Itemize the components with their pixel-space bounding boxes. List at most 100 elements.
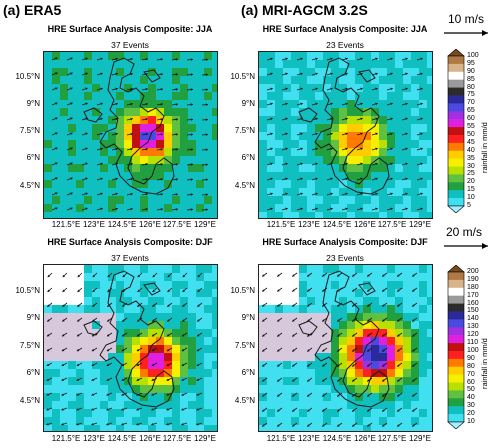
colorbar-tick: 20 [467,410,475,418]
colorbar-tick: 130 [467,323,479,331]
lat-tick: 7.5°N [234,126,255,135]
lon-tick: 123°E [298,220,320,229]
panel-events: 37 Events [111,40,149,50]
colorbar-tick: 35 [467,154,475,162]
colorbar-tick: 50 [467,386,475,394]
lat-tick: 4.5°N [234,396,255,405]
lat-tick: 6°N [26,153,40,162]
map-panel-era5-jja [43,51,218,219]
colorbar-tick: 70 [467,370,475,378]
panel-title: HRE Surface Analysis Composite: JJA [47,24,213,34]
lat-tick: 9°N [241,99,255,108]
lat-tick: 10.5°N [230,286,255,295]
lon-tick: 124.5°E [107,434,137,443]
colorbar-tick: 60 [467,378,475,386]
column-header-mri: (a) MRI-AGCM 3.2S [241,2,368,18]
colorbar-tick: 10 [467,418,475,425]
colorbar-tick: 110 [467,339,479,347]
colorbar-tick: 160 [467,299,479,307]
wind-reference-arrow [444,243,488,249]
colorbar-tick: 180 [467,283,479,291]
colorbar-tick: 20 [467,178,475,186]
colorbar-tick: 80 [467,83,475,91]
lon-tick: 124.5°E [322,434,352,443]
lon-tick: 121.5°E [266,434,296,443]
colorbar-tick: 45 [467,138,475,146]
map-panel-era5-djf [43,264,218,432]
lat-tick: 7.5°N [234,341,255,350]
map-panel-mri-jja [258,51,433,219]
lon-tick: 127.5°E [377,434,407,443]
column-header-era5: (a) ERA5 [3,2,62,18]
lon-tick: 123°E [83,434,105,443]
colorbar-tick: 5 [467,202,471,209]
lat-tick: 4.5°N [19,396,40,405]
colorbar-unit: rainfall in mm/d [480,122,489,173]
panel-events: 23 Events [326,40,364,50]
lat-tick: 7.5°N [19,126,40,135]
lat-tick: 10.5°N [230,72,255,81]
lat-tick: 9°N [26,313,40,322]
colorbar-tick: 30 [467,162,475,170]
colorbar-tick: 30 [467,402,475,410]
lat-tick: 10.5°N [15,286,40,295]
wind-reference-arrow [444,30,488,36]
colorbar-tick: 85 [467,75,475,83]
colorbar-tick: 40 [467,146,475,154]
lon-tick: 129°E [409,220,431,229]
lon-tick: 127.5°E [162,434,192,443]
lon-tick: 129°E [409,434,431,443]
colorbar-tick: 100 [467,52,479,59]
lon-tick: 121.5°E [51,434,81,443]
panel-title: HRE Surface Analysis Composite: DJF [262,237,428,247]
lon-tick: 126°E [139,434,161,443]
lat-tick: 6°N [26,368,40,377]
lon-tick: 126°E [354,434,376,443]
colorbar-tick: 120 [467,331,479,339]
colorbar-tick: 70 [467,99,475,107]
lon-tick: 126°E [354,220,376,229]
lon-tick: 124.5°E [322,220,352,229]
panel-events: 37 Events [111,253,149,263]
lat-tick: 6°N [241,153,255,162]
lat-tick: 9°N [241,313,255,322]
lon-tick: 121.5°E [266,220,296,229]
colorbar-tick: 50 [467,130,475,138]
wind-reference-label: 10 m/s [448,12,485,26]
lon-tick: 127.5°E [162,220,192,229]
colorbar-tick: 55 [467,123,475,131]
lat-tick: 10.5°N [15,72,40,81]
colorbar-tick: 150 [467,307,479,315]
colorbar-tick: 60 [467,115,475,123]
lat-tick: 4.5°N [19,181,40,190]
panel-events: 23 Events [326,253,364,263]
lon-tick: 123°E [83,220,105,229]
colorbar-tick: 25 [467,170,475,178]
lat-tick: 6°N [241,368,255,377]
lat-tick: 4.5°N [234,181,255,190]
lon-tick: 126°E [139,220,161,229]
lon-tick: 129°E [194,434,216,443]
colorbar-tick: 40 [467,394,475,402]
lon-tick: 121.5°E [51,220,81,229]
colorbar-tick: 140 [467,315,479,323]
lat-tick: 9°N [26,99,40,108]
colorbar-tick: 10 [467,194,475,202]
lat-tick: 7.5°N [19,341,40,350]
colorbar-tick: 95 [467,59,475,67]
wind-reference-label: 20 m/s [446,225,483,239]
colorbar-tick: 65 [467,107,475,115]
colorbar-tick: 90 [467,67,475,75]
lon-tick: 129°E [194,220,216,229]
lon-tick: 123°E [298,434,320,443]
colorbar-tick: 100 [467,346,479,354]
colorbar-unit: rainfall in mm/d [480,338,489,389]
colorbar-tick: 200 [467,268,479,275]
colorbar-tick: 170 [467,291,479,299]
colorbar-tick: 90 [467,354,475,362]
lon-tick: 124.5°E [107,220,137,229]
colorbar-tick: 15 [467,186,475,194]
colorbar-tick: 75 [467,91,475,99]
colorbar-tick: 80 [467,362,475,370]
panel-title: HRE Surface Analysis Composite: DJF [47,237,213,247]
